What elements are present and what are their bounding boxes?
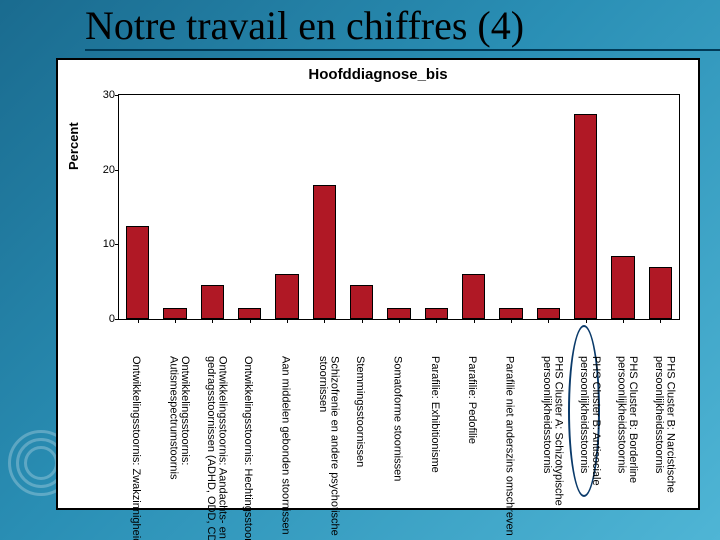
x-tick-label: Ontwikkelingsstoornis: Hechtingsstoornis xyxy=(242,356,254,540)
x-tick-label: Parafilie: Pedofilie xyxy=(466,356,478,444)
x-tick-label: Schizofrenie en andere psychotische stoo… xyxy=(316,356,339,536)
x-tick-label: Ontwikkelingsstoornis: Aandachts- en ged… xyxy=(204,356,227,540)
x-tick-label: Ontwikkelingsstoornis: Zwakzinnigheid xyxy=(130,356,142,540)
x-tick-label: PHS Cluster B: Antisociale persoonlijkhe… xyxy=(578,356,601,486)
x-tick-label: Stemmingsstoornissen xyxy=(354,356,366,467)
chart-title: Hoofddiagnose_bis xyxy=(58,60,698,85)
x-tick-label: Aan middelen gebonden stoornissen xyxy=(279,356,291,535)
x-labels-container: Ontwikkelingsstoornis: ZwakzinnigheidOnt… xyxy=(118,94,678,508)
x-tick-label: Somatoforme stoornissen xyxy=(391,356,403,481)
x-tick-label: PHS Cluster B: Narcistische persoonlijkh… xyxy=(652,356,675,493)
slide-root: Notre travail en chiffres (4) Hoofddiagn… xyxy=(0,0,720,540)
x-tick-label: Parafilie: Exhibitionisme xyxy=(428,356,440,473)
x-tick-label: Ontwikkelingsstoornis: Autismespectrumst… xyxy=(167,356,190,480)
x-tick-label: PHS Cluster B: Borderline persoonlijkhei… xyxy=(615,356,638,483)
chart-panel: Hoofddiagnose_bis Percent 0102030 Ontwik… xyxy=(56,58,700,510)
slide-title: Notre travail en chiffres (4) xyxy=(85,0,720,51)
x-tick-label: Parafilie niet anderszins omschreven xyxy=(503,356,515,536)
x-tick-label: PHS Cluster A: Schizotypische persoonlij… xyxy=(540,356,563,506)
y-axis-label: Percent xyxy=(66,122,81,170)
